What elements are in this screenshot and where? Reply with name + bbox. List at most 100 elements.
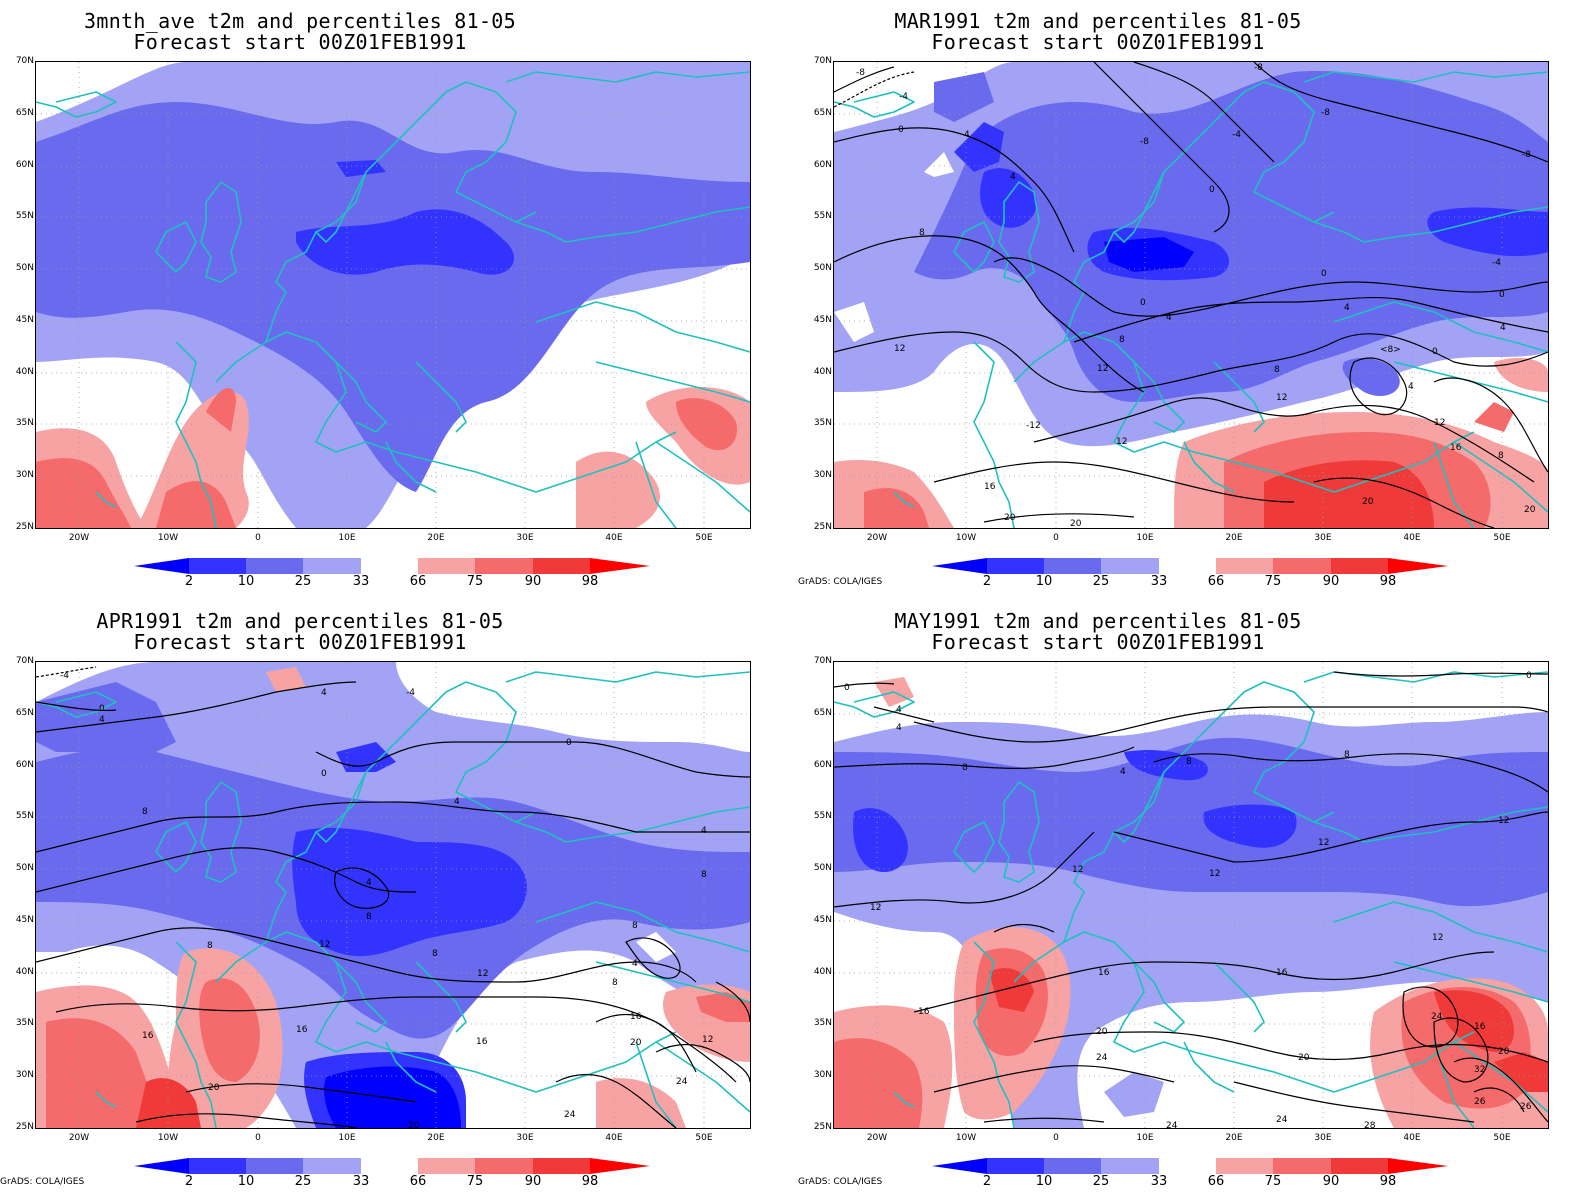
lon-label: 10W — [955, 533, 977, 543]
lon-label: 50E — [1493, 1133, 1511, 1143]
colorbar-swatch — [1044, 558, 1101, 574]
contour-label: 26 — [1520, 1102, 1532, 1112]
colorbar-label: 90 — [524, 574, 542, 589]
contour-label: 4 — [896, 723, 902, 733]
contour-label: 12 — [1116, 437, 1127, 447]
lon-label: 40E — [1403, 533, 1421, 543]
colorbar-swatch — [475, 1158, 533, 1174]
lon-label: 10W — [157, 1133, 179, 1143]
lat-label: 50N — [15, 863, 34, 873]
lon-label: 0 — [1053, 1133, 1059, 1143]
colorbar-label: 2 — [982, 1174, 992, 1189]
colorbar-label: 98 — [581, 1174, 599, 1189]
contour-label: 8 — [1186, 757, 1192, 767]
lat-label: 30N — [15, 1070, 34, 1080]
lat-label: 55N — [15, 811, 34, 821]
lon-label: 20E — [1225, 1133, 1243, 1143]
lat-label: 65N — [813, 108, 832, 118]
contour-label: 24 — [1276, 1115, 1288, 1125]
lat-label: 40N — [813, 367, 832, 377]
lat-label: 55N — [813, 211, 832, 221]
panel-title: 3mnth_ave t2m and percentiles 81-05 — [84, 9, 516, 33]
lon-label: 0 — [1053, 533, 1059, 543]
temperature-contours — [834, 62, 1548, 528]
lat-label: 60N — [813, 760, 832, 770]
grads-credit: GrADS: COLA/IGES — [798, 577, 883, 587]
lon-label: 30E — [516, 1133, 534, 1143]
lat-label: 40N — [15, 967, 34, 977]
lat-label: 50N — [813, 863, 832, 873]
contour-label: 0 — [1499, 290, 1505, 300]
colorbar-swatch — [590, 558, 650, 574]
lat-label: 70N — [813, 56, 832, 66]
colorbar-swatch — [246, 1158, 303, 1174]
contour-label: 0 — [1526, 671, 1532, 681]
lat-label: 55N — [15, 211, 34, 221]
colorbar: 2 10 25 33 66 75 90 98 — [932, 558, 1452, 589]
lat-label: 45N — [15, 315, 34, 325]
colorbar-swatch — [134, 1158, 189, 1174]
lat-label: 45N — [813, 315, 832, 325]
contour-label: 12 — [1276, 393, 1287, 403]
colorbar-swatch — [932, 1158, 987, 1174]
colorbar-swatch — [303, 1158, 361, 1174]
lon-label: 30E — [1314, 533, 1332, 543]
coastlines — [36, 71, 750, 528]
map-area: 0 0 4 4 8 4 8 8 12 12 12 12 12 16 16 16 … — [833, 661, 1549, 1129]
lat-label: 65N — [15, 708, 34, 718]
colorbar-label: 98 — [1379, 574, 1397, 589]
map-canvas: -8 -8 -4 -8 -8 -4 -8 0 4 4 0 -4 8 0 0 0 … — [834, 62, 1548, 528]
contour-label: 16 — [1450, 443, 1462, 453]
colorbar-swatch — [1273, 558, 1331, 574]
contour-label: 8 — [1274, 365, 1280, 375]
contour-label: 16 — [918, 1007, 930, 1017]
graticule — [36, 62, 750, 528]
lon-label: 40E — [1403, 1133, 1421, 1143]
contour-label: 12 — [1097, 364, 1108, 374]
lon-label: 10E — [338, 533, 356, 543]
colorbar-swatch — [533, 1158, 590, 1174]
lon-label: 20W — [68, 1133, 90, 1143]
contour-label: 8 — [142, 807, 148, 817]
colorbar-swatch — [1388, 558, 1448, 574]
contour-label: 20 — [630, 1038, 642, 1048]
lon-label: 10E — [1136, 533, 1154, 543]
colorbar-label: 66 — [1207, 1174, 1225, 1189]
percentile-shading — [834, 662, 1548, 1128]
lon-label: 30E — [1314, 1133, 1332, 1143]
contour-label: 16 — [984, 482, 996, 492]
contour-label: 4 — [1408, 382, 1414, 392]
colorbar-label: 90 — [1322, 1174, 1340, 1189]
colorbar-label: 25 — [1092, 1174, 1110, 1189]
lon-label: 10W — [157, 533, 179, 543]
lon-label: 10W — [955, 1133, 977, 1143]
panel-subtitle: Forecast start 00Z01FEB1991 — [931, 30, 1265, 54]
contour-label: 16 — [1474, 1022, 1486, 1032]
contour-label: -8 — [856, 68, 865, 78]
colorbar-label: 90 — [524, 1174, 542, 1189]
contour-label: -8 — [1522, 150, 1531, 160]
contour-label: 12 — [870, 903, 881, 913]
contour-label: 16 — [476, 1037, 488, 1047]
contour-label: -8 — [1254, 63, 1263, 73]
contour-label: 12 — [1318, 838, 1329, 848]
colorbar-swatch — [246, 558, 303, 574]
colorbar-swatch — [590, 1158, 650, 1174]
contour-label: 24 — [564, 1110, 576, 1120]
lat-label: 25N — [813, 1122, 832, 1132]
colorbar-swatch — [418, 558, 475, 574]
colorbar-label: 2 — [184, 1174, 194, 1189]
lat-label: 25N — [15, 522, 34, 532]
colorbar-label: 75 — [466, 574, 484, 589]
contour-label: 12 — [319, 940, 330, 950]
contour-label: 0 — [1432, 347, 1438, 357]
contour-label: 12 — [1432, 933, 1443, 943]
percentile-shading — [36, 662, 750, 1128]
contour-label: 4 — [321, 688, 327, 698]
contour-label: 0 — [898, 125, 904, 135]
colorbar-swatch — [987, 558, 1044, 574]
colorbar-swatch — [1331, 1158, 1388, 1174]
lon-label: 0 — [255, 533, 261, 543]
temperature-contours — [834, 671, 1548, 1123]
panel-subtitle: Forecast start 00Z01FEB1991 — [133, 30, 467, 54]
